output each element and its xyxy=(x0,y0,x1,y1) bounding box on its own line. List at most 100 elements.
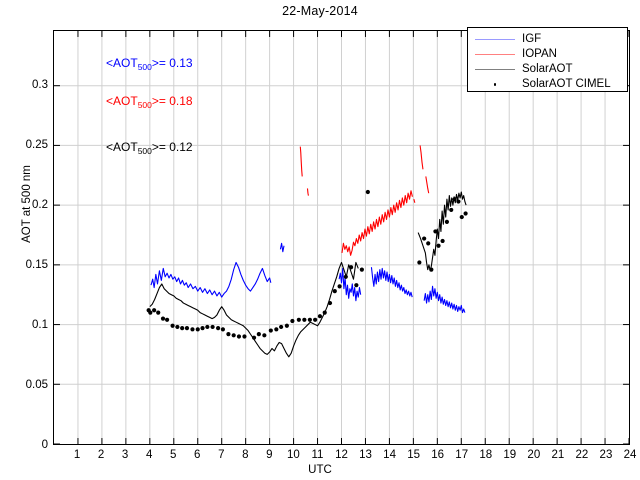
data-series-line xyxy=(423,285,466,314)
data-point-cimel xyxy=(251,335,257,340)
data-point-cimel xyxy=(180,326,185,331)
data-layer xyxy=(146,145,468,358)
data-point-cimel xyxy=(440,238,445,244)
data-point-cimel xyxy=(449,207,454,213)
x-axis-tick-label: 24 xyxy=(623,449,637,461)
legend-item-label: SolarAOT CIMEL xyxy=(522,77,611,90)
data-series-line xyxy=(370,267,413,298)
x-axis-tick-label: 1 xyxy=(73,449,81,461)
data-point-cimel xyxy=(268,328,273,333)
x-axis-tick-label: 5 xyxy=(170,449,177,461)
data-point-cimel xyxy=(274,327,279,332)
data-point-cimel xyxy=(452,197,457,202)
x-axis-title: UTC xyxy=(308,464,332,476)
data-point-cimel xyxy=(284,323,289,328)
annotation-value: >= 0.13 xyxy=(151,56,193,70)
y-axis-tick-label: 0 xyxy=(41,439,48,451)
legend-item: IGF xyxy=(468,32,627,47)
data-point-cimel xyxy=(210,324,215,330)
chart-legend: IGF IOPAN SolarAOT SolarAOT CIMEL xyxy=(467,27,628,92)
legend-line-swatch xyxy=(475,54,515,55)
x-axis-tick-label: 12 xyxy=(335,449,348,461)
annotation-value: >= 0.12 xyxy=(151,140,193,154)
x-axis-tick-label: 6 xyxy=(194,449,201,461)
annotation-subscript: 500 xyxy=(137,100,152,110)
x-axis-tick-label: 14 xyxy=(383,449,396,461)
data-point-cimel xyxy=(195,327,200,332)
data-point-cimel xyxy=(160,316,166,321)
data-point-cimel xyxy=(417,260,422,265)
data-point-cimel xyxy=(332,289,337,294)
data-point-cimel xyxy=(290,318,295,324)
data-point-cimel xyxy=(256,332,261,337)
data-point-cimel xyxy=(216,326,221,331)
data-point-cimel xyxy=(262,333,267,338)
data-point-cimel xyxy=(365,189,370,195)
data-series-line xyxy=(149,261,359,358)
legend-dot-glyph xyxy=(493,83,497,86)
legend-marker-dot-icon xyxy=(475,80,515,90)
x-axis-tick-label: 8 xyxy=(242,449,249,461)
data-point-cimel xyxy=(279,324,284,330)
legend-item: SolarAOT xyxy=(468,62,627,77)
data-point-cimel xyxy=(429,267,434,272)
x-axis-tick-label: 22 xyxy=(575,449,589,461)
x-axis-tick-label: 15 xyxy=(407,449,421,461)
data-point-cimel xyxy=(348,265,354,270)
data-point-cimel xyxy=(152,308,157,313)
annotation-igf-mean: <AOT500>= 0.13 xyxy=(106,56,193,72)
data-series-line xyxy=(425,176,430,194)
x-axis-tick-label: 16 xyxy=(431,449,445,461)
data-point-cimel xyxy=(359,267,364,272)
x-axis-tick-label: 2 xyxy=(97,449,105,461)
data-point-cimel xyxy=(200,326,205,331)
data-point-cimel xyxy=(337,284,342,289)
data-series-line xyxy=(417,191,467,272)
x-axis-tick-label: 18 xyxy=(479,449,493,461)
data-point-cimel xyxy=(444,219,450,224)
data-point-cimel xyxy=(184,326,190,331)
y-axis-tick-label: 0.15 xyxy=(25,258,48,271)
annotation-subscript: 500 xyxy=(137,62,152,72)
x-axis-tick-label: 20 xyxy=(527,449,541,461)
grid-layer xyxy=(54,31,630,445)
data-series-line xyxy=(413,199,416,203)
x-axis-tick-label: 21 xyxy=(551,449,565,461)
data-point-cimel xyxy=(156,310,161,315)
y-axis-tick-label: 0.2 xyxy=(32,198,48,211)
data-point-cimel xyxy=(205,324,210,330)
plot-area xyxy=(53,30,630,445)
data-point-cimel xyxy=(343,274,348,279)
y-axis-tick-label: 0.3 xyxy=(32,78,48,91)
data-point-cimel xyxy=(242,334,247,339)
legend-item-label: IOPAN xyxy=(522,47,557,60)
y-axis-tick-label: 0.25 xyxy=(25,138,48,151)
data-point-cimel xyxy=(236,334,242,339)
data-point-cimel xyxy=(220,327,225,332)
x-axis-tick-label: 13 xyxy=(359,449,372,461)
annotation-value: >= 0.18 xyxy=(151,94,193,108)
data-point-cimel xyxy=(307,317,312,322)
x-axis-tick-label: 17 xyxy=(455,449,469,461)
data-point-cimel xyxy=(426,241,431,246)
data-point-cimel xyxy=(190,327,195,332)
data-series-line xyxy=(150,261,272,298)
data-point-cimel xyxy=(164,317,170,322)
data-series-line xyxy=(419,145,424,170)
page-title: 22-May-2014 xyxy=(282,4,358,18)
data-point-cimel xyxy=(302,317,307,322)
annotation-subscript: 500 xyxy=(137,146,152,156)
legend-item-label: SolarAOT xyxy=(522,62,573,75)
y-axis-tick-label: 0.1 xyxy=(32,318,48,331)
data-point-cimel xyxy=(313,317,318,322)
data-series-line xyxy=(341,190,413,256)
data-point-cimel xyxy=(170,323,175,328)
data-point-cimel xyxy=(226,332,231,337)
data-point-cimel xyxy=(459,214,464,220)
data-point-cimel xyxy=(175,324,180,330)
data-point-cimel xyxy=(436,243,441,248)
legend-line-swatch xyxy=(475,39,515,40)
data-series-line xyxy=(338,267,362,302)
annotation-prefix: <AOT xyxy=(106,56,138,70)
